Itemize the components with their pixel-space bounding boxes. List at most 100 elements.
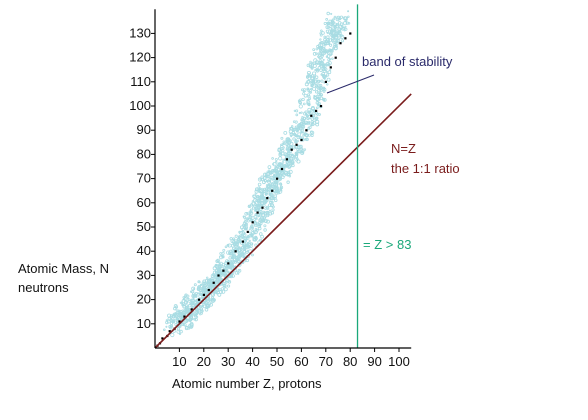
stable-nuclide-points (156, 32, 352, 347)
band-speckle (225, 274, 230, 279)
y-tick-label: 20 (137, 292, 151, 307)
band-speckle (322, 86, 325, 90)
band-speckle (340, 22, 344, 26)
band-speckle (310, 123, 313, 127)
band-speckle (202, 279, 207, 284)
stable-nuclide-point (183, 315, 186, 318)
band-speckle (221, 251, 225, 255)
band-speckle (278, 177, 283, 181)
band-speckle (330, 23, 334, 27)
band-speckle (306, 63, 311, 68)
band-speckle (169, 326, 173, 330)
band-speckle (259, 238, 262, 242)
band-speckle (284, 153, 289, 157)
band-speckle (313, 79, 316, 82)
band-speckle (208, 284, 213, 289)
band-speckle (260, 216, 264, 220)
band-speckle (291, 163, 295, 168)
band-speckle (196, 292, 200, 295)
band-speckle (202, 304, 207, 309)
band-speckle (219, 252, 223, 255)
stable-nuclide-point (319, 105, 323, 108)
band-speckle (215, 278, 220, 283)
band-speckle (267, 169, 271, 172)
band-speckle (215, 287, 220, 292)
stable-nuclide-point (285, 158, 288, 161)
band-speckle (224, 265, 228, 269)
band-speckle (273, 168, 277, 173)
band-speckle (312, 52, 317, 56)
band-speckle (266, 179, 270, 183)
y-axis-ticks: 10 20 30 40 50 60 70 80 90 100 110 120 130 (129, 25, 155, 331)
band-speckle (303, 148, 307, 151)
band-speckle (270, 178, 274, 181)
band-speckle (340, 39, 345, 43)
band-speckle (323, 50, 327, 54)
band-speckle (257, 224, 262, 229)
band-speckle (226, 250, 231, 255)
band-speckle (230, 260, 235, 265)
band-speckle (230, 274, 233, 277)
band-speckle (244, 224, 247, 227)
band-speckle (343, 21, 348, 26)
band-speckle (333, 43, 337, 46)
x-tick-label: 20 (197, 354, 211, 369)
band-speckle (299, 144, 303, 149)
band-speckle (278, 170, 282, 175)
band-speckle (324, 39, 328, 43)
band-speckle (254, 201, 257, 204)
band-speckle (330, 49, 333, 52)
band-speckle (195, 309, 199, 312)
band-speckle (245, 258, 249, 263)
band-speckle (237, 253, 242, 258)
y-tick-label: 80 (137, 146, 151, 161)
band-speckle (255, 228, 259, 232)
band-speckle (264, 207, 267, 210)
band-speckle (315, 101, 319, 105)
band-speckle (310, 84, 314, 88)
band-speckle (282, 140, 286, 144)
band-speckle (186, 301, 191, 306)
band-speckle (347, 15, 350, 19)
band-speckle (224, 280, 228, 283)
band-speckle (325, 71, 329, 74)
band-speckle (298, 100, 302, 104)
band-speckle (325, 29, 329, 33)
band-speckle (186, 318, 190, 321)
band-speckle (234, 271, 239, 275)
band-speckle (308, 62, 313, 67)
band-speckle (259, 204, 264, 209)
stable-nuclide-point (305, 129, 308, 132)
band-speckle (238, 235, 241, 238)
band-speckle (264, 216, 267, 219)
band-speckle (326, 50, 331, 55)
band-speckle (257, 189, 261, 193)
band-speckle (322, 58, 325, 61)
band-speckle (275, 186, 280, 191)
y-tick-label: 120 (129, 50, 151, 65)
band-speckle (274, 161, 278, 164)
band-speckle (183, 323, 187, 327)
band-speckle (263, 176, 267, 180)
y-tick-label: 90 (137, 122, 151, 137)
band-speckle (217, 260, 220, 263)
stable-nuclide-point (246, 230, 249, 233)
stable-nuclide-point (315, 109, 318, 112)
band-speckle (248, 228, 251, 231)
n-equals-z-line (154, 93, 412, 349)
band-speckle (288, 139, 292, 143)
band-speckle (312, 63, 317, 68)
band-speckle (306, 122, 310, 126)
band-speckle (313, 94, 316, 98)
band-speckle (248, 231, 251, 234)
band-of-stability-label: band of stability (362, 54, 453, 69)
band-speckle (233, 266, 238, 271)
band-speckle (268, 171, 271, 175)
band-speckle (255, 208, 260, 212)
stable-nuclide-point (276, 177, 279, 180)
band-speckle (308, 133, 311, 137)
stable-nuclide-point (234, 250, 237, 253)
y-axis-label-line2: neutrons (18, 280, 69, 295)
n-equals-z-label: N=Z (391, 141, 416, 156)
band-speckle (260, 187, 264, 191)
